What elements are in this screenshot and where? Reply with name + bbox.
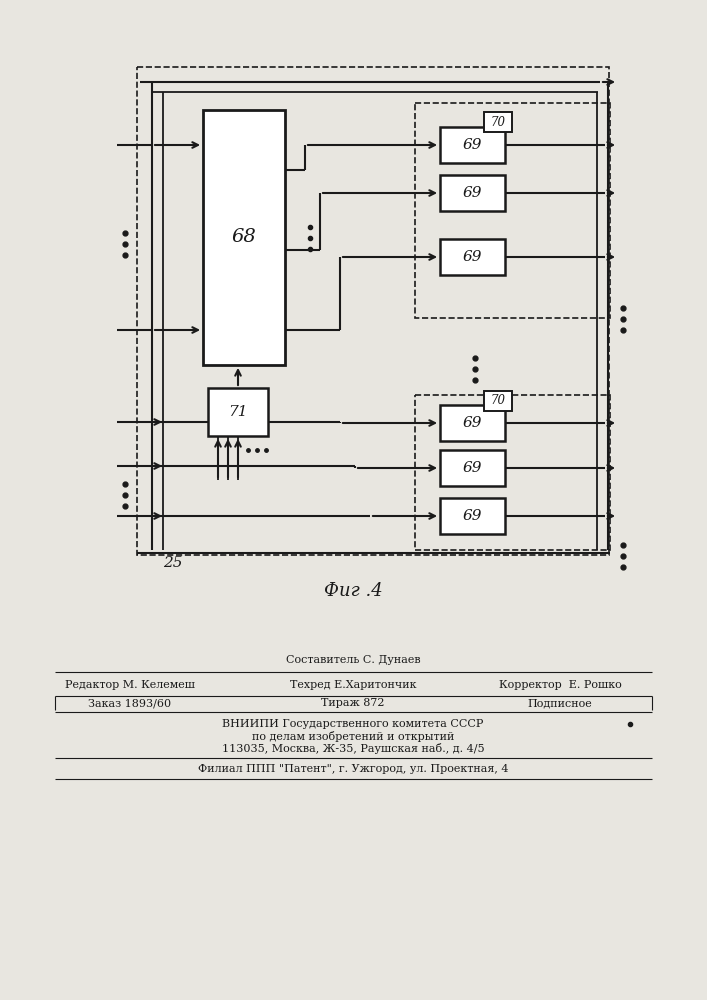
Text: Корректор  Е. Рошко: Корректор Е. Рошко xyxy=(498,680,621,690)
Text: Подписное: Подписное xyxy=(527,698,592,708)
Text: 70: 70 xyxy=(491,394,506,408)
Text: 69: 69 xyxy=(463,461,482,475)
Text: Тираж 872: Тираж 872 xyxy=(321,698,385,708)
Bar xyxy=(440,127,505,163)
Bar xyxy=(484,112,512,132)
Bar xyxy=(415,395,610,550)
Bar xyxy=(440,239,505,275)
Text: 70: 70 xyxy=(491,115,506,128)
Text: 69: 69 xyxy=(463,509,482,523)
Text: 68: 68 xyxy=(232,229,257,246)
Bar xyxy=(440,450,505,486)
Text: Техред Е.Харитончик: Техред Е.Харитончик xyxy=(290,680,416,690)
Text: Заказ 1893/60: Заказ 1893/60 xyxy=(88,698,172,708)
Bar xyxy=(208,388,268,436)
Bar xyxy=(440,405,505,441)
Text: 71: 71 xyxy=(228,405,247,419)
Text: Филиал ППП "Патент", г. Ужгород, ул. Проектная, 4: Филиал ППП "Патент", г. Ужгород, ул. Про… xyxy=(198,764,508,774)
Text: 113035, Москва, Ж-35, Раушская наб., д. 4/5: 113035, Москва, Ж-35, Раушская наб., д. … xyxy=(222,742,484,754)
Bar xyxy=(415,103,610,318)
Text: Редактор М. Келемеш: Редактор М. Келемеш xyxy=(65,680,195,690)
Text: 25: 25 xyxy=(163,556,182,570)
Bar xyxy=(484,391,512,411)
Text: ВНИИПИ Государственного комитета СССР: ВНИИПИ Государственного комитета СССР xyxy=(222,719,484,729)
Text: Фиг .4: Фиг .4 xyxy=(324,582,382,600)
Bar xyxy=(137,67,609,555)
Bar xyxy=(203,110,285,365)
Bar xyxy=(440,498,505,534)
Text: Составитель С. Дунаев: Составитель С. Дунаев xyxy=(286,655,421,665)
Text: 69: 69 xyxy=(463,186,482,200)
Bar xyxy=(440,175,505,211)
Text: 69: 69 xyxy=(463,250,482,264)
Text: 69: 69 xyxy=(463,138,482,152)
Text: по делам изобретений и открытий: по делам изобретений и открытий xyxy=(252,730,454,742)
Text: 69: 69 xyxy=(463,416,482,430)
